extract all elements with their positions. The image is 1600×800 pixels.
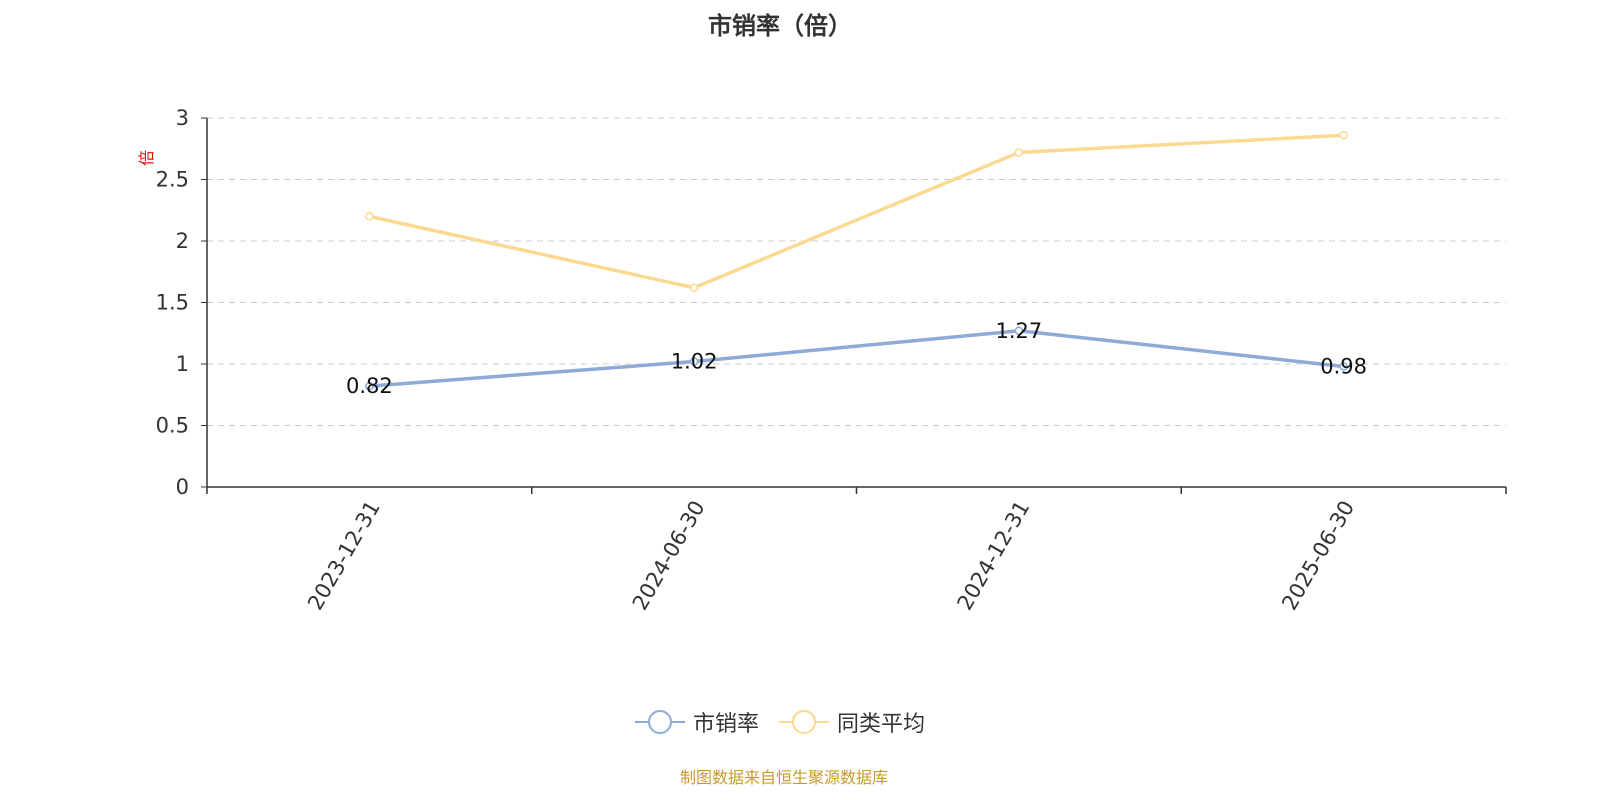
y-tick-label: 1.5 <box>156 291 189 315</box>
x-tick-label: 2023-12-31 <box>303 497 385 615</box>
data-label: 0.82 <box>346 374 393 398</box>
series-line-1 <box>369 329 1344 388</box>
y-tick-label: 2 <box>176 229 189 253</box>
legend-label: 同类平均 <box>837 712 926 737</box>
data-labels: 0.82 1.02 1.27 0.98 <box>346 319 1367 398</box>
data-point <box>1014 148 1024 157</box>
data-point <box>1339 362 1348 371</box>
legend: 市销率 同类平均 <box>0 706 1560 738</box>
source-note: 制图数据来自恒生聚源数据库 <box>679 768 888 787</box>
legend-marker-icon <box>634 708 685 736</box>
data-point <box>365 212 374 221</box>
legend-item-2[interactable]: 同类平均 <box>779 706 925 738</box>
data-point <box>689 283 699 292</box>
data-label: 1.27 <box>995 319 1042 343</box>
y-tick-label: 3 <box>176 106 189 130</box>
y-tick-label: 0.5 <box>156 414 189 438</box>
x-tick-label: 2024-06-30 <box>628 497 710 615</box>
series-layer <box>365 130 1348 391</box>
data-point <box>365 381 374 391</box>
legend-item-1[interactable]: 市销率 <box>634 706 759 738</box>
y-tick-label: 0 <box>176 475 189 499</box>
x-tick-label: 2025-06-30 <box>1277 497 1359 615</box>
data-point <box>1014 326 1024 336</box>
x-tick-label: 2024-12-31 <box>953 497 1035 615</box>
data-label: 1.02 <box>671 350 718 374</box>
y-axis-label: 倍 <box>137 150 156 166</box>
data-label: 0.98 <box>1320 354 1367 378</box>
data-point <box>689 357 699 366</box>
grid-lines <box>207 117 1506 426</box>
y-tick-label: 1 <box>176 352 189 376</box>
legend-label: 市销率 <box>692 712 759 737</box>
chart-title: 市销率（倍） <box>708 12 852 40</box>
series-line-2 <box>368 133 1344 290</box>
legend-marker-icon <box>779 708 829 736</box>
y-tick-label: 2.5 <box>156 168 189 192</box>
data-point <box>1339 130 1348 140</box>
